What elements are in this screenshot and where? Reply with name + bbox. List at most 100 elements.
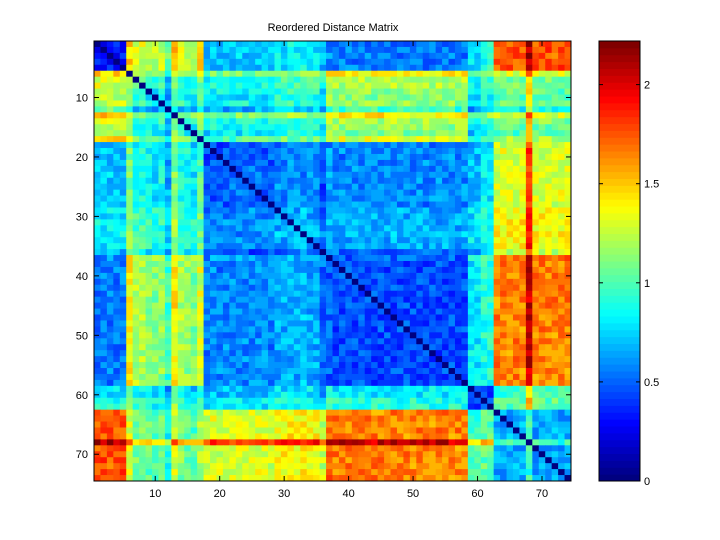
heatmap-cell — [287, 148, 295, 155]
heatmap-cell — [210, 189, 217, 197]
heatmap-cell — [229, 201, 237, 208]
heatmap-cell — [255, 177, 263, 185]
heatmap-cell — [203, 106, 211, 113]
heatmap-cell — [326, 427, 333, 434]
heatmap-cell — [132, 249, 140, 256]
heatmap-cell — [345, 302, 353, 310]
heatmap-cell — [500, 100, 508, 107]
heatmap-cell — [371, 350, 379, 357]
heatmap-cell — [326, 41, 333, 48]
heatmap-cell — [248, 159, 256, 167]
heatmap-cell — [519, 332, 527, 339]
heatmap-cell — [190, 439, 198, 446]
heatmap-cell — [545, 243, 553, 250]
heatmap-cell — [358, 237, 366, 244]
heatmap-cell — [390, 243, 398, 250]
heatmap-cell — [416, 177, 424, 185]
heatmap-cell — [467, 76, 475, 84]
heatmap-cell — [409, 368, 417, 375]
heatmap-cell — [454, 82, 462, 90]
heatmap-cell — [403, 350, 411, 357]
heatmap-cell — [280, 112, 288, 119]
heatmap-cell — [454, 249, 462, 256]
heatmap-cell — [203, 136, 211, 143]
heatmap-cell — [171, 350, 179, 357]
heatmap-cell — [461, 255, 469, 262]
heatmap-cell — [152, 58, 159, 66]
heatmap-cell — [461, 332, 469, 339]
heatmap-cell — [177, 100, 185, 107]
heatmap-cell — [319, 225, 327, 232]
heatmap-cell — [487, 278, 495, 286]
heatmap-cell — [222, 159, 230, 167]
heatmap-cell — [558, 58, 566, 66]
heatmap-cell — [396, 171, 404, 179]
heatmap-cell — [248, 76, 256, 84]
heatmap-cell — [158, 266, 166, 274]
heatmap-cell — [403, 362, 411, 369]
heatmap-cell — [525, 177, 533, 185]
heatmap-cell — [216, 266, 224, 274]
heatmap-cell — [197, 201, 205, 208]
heatmap-cell — [126, 165, 134, 173]
heatmap-cell — [261, 153, 269, 161]
heatmap-cell — [558, 296, 566, 304]
heatmap-cell — [525, 106, 533, 113]
heatmap-cell — [403, 41, 411, 48]
heatmap-cell — [390, 326, 398, 333]
heatmap-cell — [358, 338, 366, 345]
heatmap-cell — [229, 362, 237, 369]
heatmap-cell — [171, 415, 179, 423]
heatmap-cell — [493, 427, 501, 434]
heatmap-cell — [293, 427, 301, 434]
heatmap-cell — [409, 142, 417, 149]
heatmap-cell — [500, 385, 508, 393]
heatmap-cell — [480, 302, 488, 310]
heatmap-cell — [184, 296, 192, 304]
heatmap-cell — [390, 124, 398, 131]
heatmap-cell — [158, 41, 166, 48]
heatmap-cell — [422, 302, 430, 310]
heatmap-cell — [242, 433, 250, 440]
heatmap-cell — [512, 94, 520, 101]
heatmap-cell — [506, 201, 514, 208]
heatmap-cell — [429, 362, 437, 369]
heatmap-cell — [313, 338, 321, 345]
heatmap-cell — [100, 249, 108, 256]
heatmap-cell — [106, 302, 114, 310]
heatmap-cell — [429, 46, 437, 54]
heatmap-cell — [319, 70, 327, 78]
heatmap-cell — [396, 266, 404, 274]
heatmap-cell — [164, 296, 172, 304]
heatmap-cell — [164, 70, 172, 78]
heatmap-cell — [177, 362, 185, 369]
heatmap-cell — [500, 290, 508, 298]
heatmap-cell — [558, 213, 566, 220]
heatmap-cell — [435, 130, 443, 137]
heatmap-cell — [538, 368, 546, 375]
heatmap-cell — [119, 373, 127, 381]
heatmap-cell — [203, 195, 211, 203]
heatmap-cell — [409, 195, 417, 203]
heatmap-cell — [377, 391, 385, 399]
heatmap-cell — [461, 391, 469, 399]
heatmap-cell — [300, 255, 308, 262]
heatmap-cell — [171, 159, 179, 167]
heatmap-cell — [126, 142, 134, 149]
heatmap-cell — [158, 195, 166, 203]
heatmap-cell — [384, 272, 392, 280]
heatmap-cell — [338, 403, 346, 411]
heatmap-cell — [338, 243, 346, 250]
heatmap-cell — [248, 231, 256, 238]
heatmap-cell — [384, 344, 392, 351]
heatmap-cell — [171, 261, 179, 268]
heatmap-cell — [242, 183, 250, 191]
heatmap-cell — [229, 243, 237, 250]
heatmap-cell — [280, 237, 288, 244]
heatmap-cell — [261, 231, 269, 238]
heatmap-cell — [216, 314, 224, 321]
heatmap-cell — [248, 356, 256, 363]
heatmap-cell — [467, 272, 475, 280]
heatmap-cell — [119, 195, 127, 203]
heatmap-cell — [461, 284, 469, 292]
